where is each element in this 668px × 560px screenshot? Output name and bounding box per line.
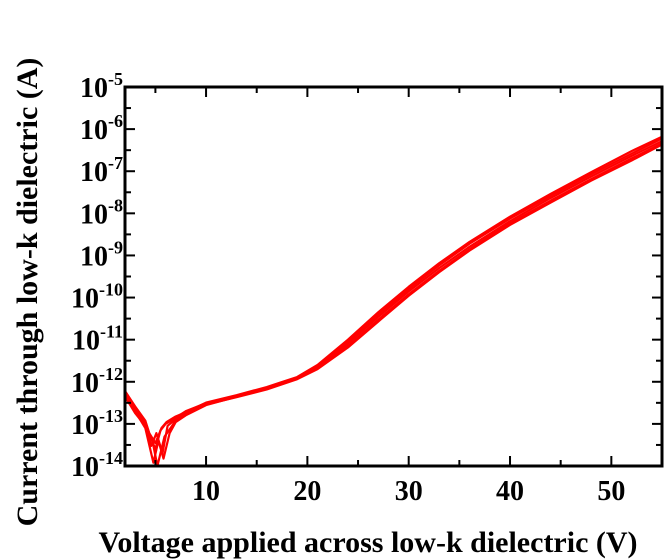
series-line-5 (124, 135, 663, 445)
y-tick-label: 10-5 (80, 69, 123, 104)
y-tick-label-exponent: -9 (108, 237, 123, 257)
y-tick-label: 10-10 (71, 280, 123, 315)
y-tick-label-exponent: -7 (108, 153, 123, 173)
x-tick-label: 10 (192, 476, 220, 507)
x-tick-label: 20 (293, 476, 321, 507)
ticks-group: 10 20 30 40 5010-1410-1310-1210-1110-1010-91… (71, 69, 663, 507)
x-tick-label: 40 (496, 476, 524, 507)
y-tick-label-base: 10 (71, 284, 99, 315)
y-tick-label-base: 10 (80, 199, 108, 230)
y-tick-label: 10-14 (71, 448, 123, 483)
y-tick-label: 10-7 (80, 153, 123, 188)
x-tick-label: 30 (395, 476, 423, 507)
y-tick-label-exponent: -10 (99, 280, 123, 300)
x-axis-title: Voltage applied across low-k dielectric … (98, 526, 637, 559)
y-tick-label: 10-13 (71, 406, 123, 441)
y-tick-label-exponent: -11 (100, 322, 123, 342)
y-tick-label: 10-9 (80, 237, 123, 272)
y-axis-title: Current through low-k dielectric (A) (11, 58, 44, 527)
y-tick-label-base: 10 (80, 73, 108, 104)
y-tick-label-exponent: -8 (108, 195, 123, 215)
y-tick-label: 10-11 (72, 322, 123, 357)
y-tick-label-exponent: -12 (99, 364, 123, 384)
series-line-4 (124, 143, 663, 468)
y-tick-label-base: 10 (80, 115, 108, 146)
y-tick-label: 10-8 (80, 195, 123, 230)
y-tick-label-base: 10 (71, 410, 99, 441)
y-tick-label-base: 10 (80, 241, 108, 272)
y-tick-label: 10-12 (71, 364, 123, 399)
y-tick-label-exponent: -13 (99, 406, 123, 426)
plot-frame (123, 85, 664, 468)
y-tick-label-exponent: -6 (108, 111, 123, 131)
x-tick-label: 50 (597, 476, 625, 507)
data-series-group (124, 135, 663, 468)
y-tick-label-base: 10 (71, 452, 99, 483)
y-tick-label-exponent: -14 (99, 448, 123, 468)
y-tick-label: 10-6 (80, 111, 123, 146)
y-tick-label-exponent: -5 (108, 69, 123, 89)
y-tick-label-base: 10 (80, 157, 108, 188)
y-tick-label-base: 10 (71, 368, 99, 399)
y-tick-label-base: 10 (72, 326, 100, 357)
